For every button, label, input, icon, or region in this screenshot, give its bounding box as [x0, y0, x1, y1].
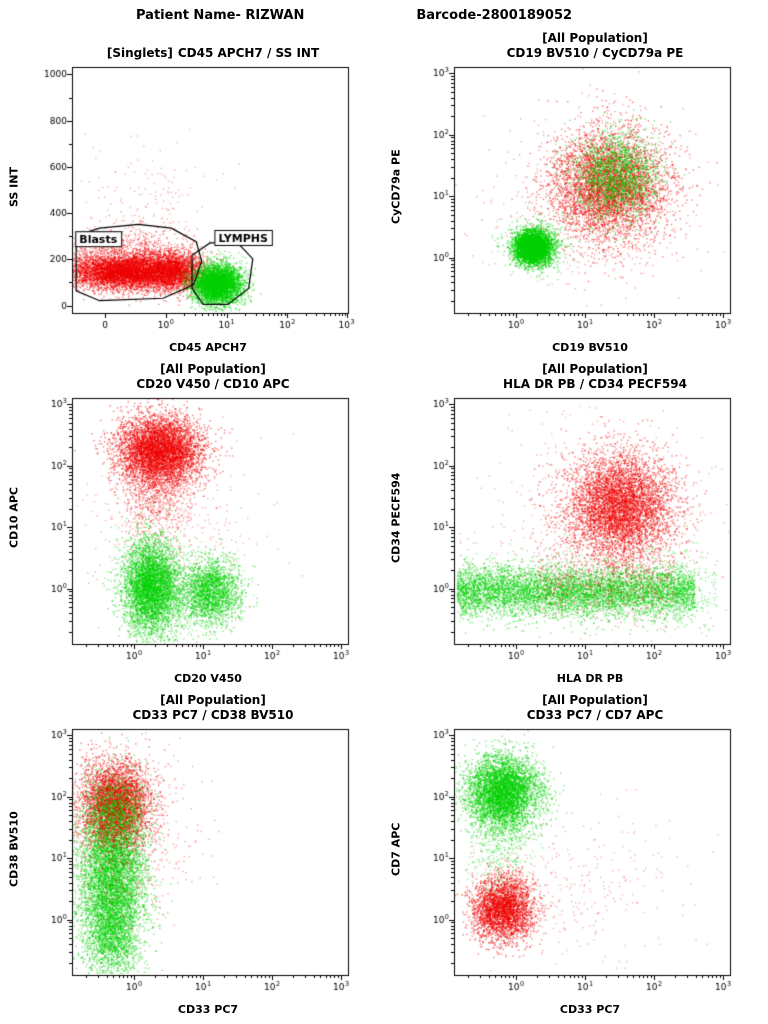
y-axis-label: CD34 PECF594	[389, 472, 403, 564]
x-axis-label: CD19 BV510	[552, 341, 628, 354]
scatter-canvas-cd33-cd38	[22, 723, 358, 1005]
plot-cd33-cd38: [All Population] CD33 PC7 / CD38 BV510 C…	[6, 691, 380, 1016]
barcode: Barcode-2800189052	[416, 8, 573, 23]
plot-population: [All Population]	[542, 362, 648, 376]
plot-population: [All Population]	[160, 693, 266, 707]
plot-title-text: CD45 APCH7 / SS INT	[177, 46, 320, 60]
x-axis-label: HLA DR PB	[556, 672, 624, 685]
plot-cd20-cd10: [All Population] CD20 V450 / CD10 APC CD…	[6, 360, 380, 685]
plots-grid: [Singlets] CD45 APCH7 / SS INT SS INT CD…	[6, 29, 762, 1016]
y-axis-label: SS INT	[7, 167, 21, 207]
plot-title: [All Population] CD19 BV510 / CyCD79a PE	[388, 29, 762, 61]
plot-title: [All Population] CD20 V450 / CD10 APC	[6, 360, 380, 392]
plot-population: [All Population]	[542, 693, 648, 707]
plot-cd19-cycd79a: [All Population] CD19 BV510 / CyCD79a PE…	[388, 29, 762, 354]
scatter-canvas-cd20-cd10	[22, 392, 358, 674]
x-axis-label: CD33 PC7	[559, 1003, 621, 1016]
plot-title: [Singlets] CD45 APCH7 / SS INT	[6, 29, 380, 61]
plot-title: [All Population] CD33 PC7 / CD7 APC	[388, 691, 762, 723]
y-axis-label: CD38 BV510	[7, 811, 21, 887]
x-axis-label: CD45 APCH7	[169, 341, 247, 354]
y-axis-label: CD7 APC	[389, 822, 403, 876]
scatter-canvas-cd45-ss	[22, 61, 358, 343]
plot-population: [All Population]	[160, 362, 266, 376]
x-axis-label: CD20 V450	[174, 672, 242, 685]
scatter-canvas-cd19-cycd79a	[404, 61, 740, 343]
scatter-canvas-hladr-cd34	[404, 392, 740, 674]
plot-population: [Singlets]	[106, 46, 173, 60]
y-axis-label: CyCD79a PE	[389, 149, 403, 225]
plot-title-text: CD20 V450 / CD10 APC	[136, 377, 290, 391]
scatter-canvas-cd33-cd7	[404, 723, 740, 1005]
patient-name: Patient Name- RIZWAN	[136, 8, 305, 23]
plot-singlets-cd45-ss: [Singlets] CD45 APCH7 / SS INT SS INT CD…	[6, 29, 380, 354]
plot-title: [All Population] HLA DR PB / CD34 PECF59…	[388, 360, 762, 392]
plot-cd33-cd7: [All Population] CD33 PC7 / CD7 APC CD7 …	[388, 691, 762, 1016]
plot-title-text: HLA DR PB / CD34 PECF594	[503, 377, 687, 391]
x-axis-label: CD33 PC7	[177, 1003, 239, 1016]
y-axis-label: CD10 APC	[7, 487, 21, 549]
plot-hladr-cd34: [All Population] HLA DR PB / CD34 PECF59…	[388, 360, 762, 685]
plot-population: [All Population]	[542, 31, 648, 45]
plot-title-text: CD33 PC7 / CD38 BV510	[132, 708, 294, 722]
plot-title-text: CD19 BV510 / CyCD79a PE	[506, 46, 684, 60]
report-header: Patient Name- RIZWAN Barcode-2800189052	[6, 8, 762, 23]
plot-title: [All Population] CD33 PC7 / CD38 BV510	[6, 691, 380, 723]
plot-title-text: CD33 PC7 / CD7 APC	[526, 708, 664, 722]
